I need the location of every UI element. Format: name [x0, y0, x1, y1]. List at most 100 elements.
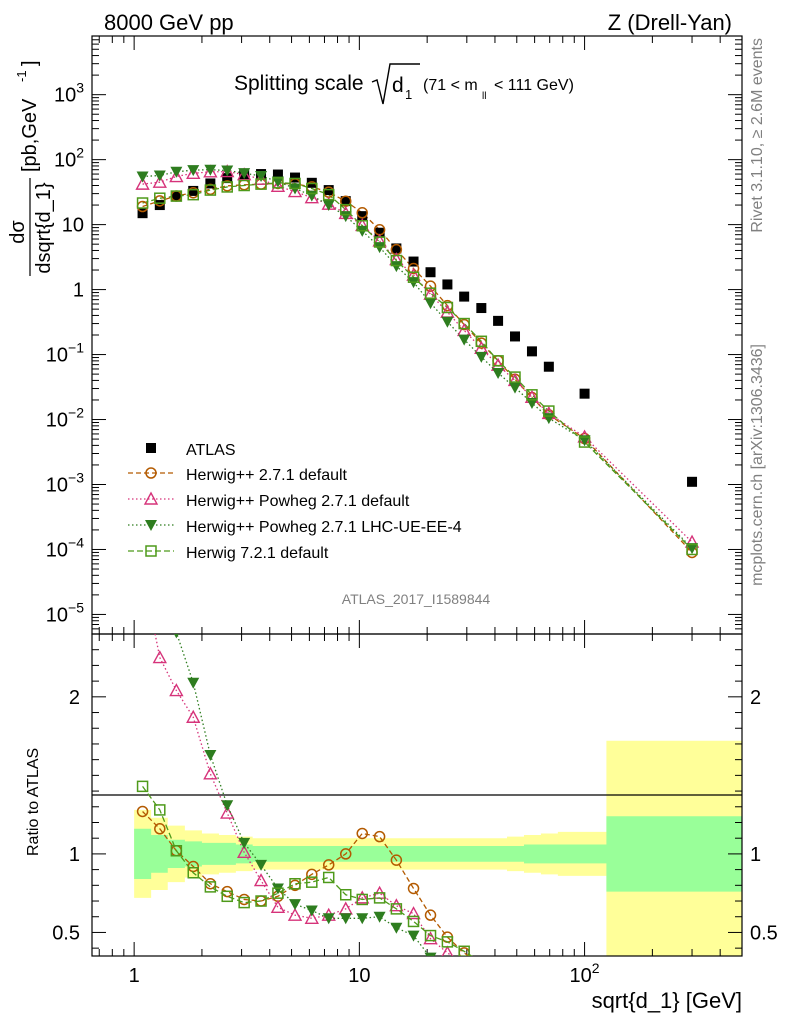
series-point	[270, 178, 286, 192]
ratio-point	[441, 945, 454, 956]
plot-title: Splitting scale d 1 (71 < m ll < 111 GeV…	[234, 63, 574, 105]
ratio-point	[526, 981, 538, 992]
atlas-data-point	[543, 361, 554, 372]
ratio-line	[154, 634, 454, 956]
series-point	[424, 287, 437, 299]
atlas-data-point	[408, 256, 419, 267]
atlas-data-point	[188, 185, 199, 196]
ratio-point	[238, 837, 251, 849]
header-right: Z (Drell-Yan)	[608, 10, 732, 35]
ratio-point	[339, 913, 352, 925]
ratio-point	[544, 978, 554, 988]
ratio-point	[187, 867, 199, 879]
ratio-point	[356, 827, 368, 840]
series-point	[373, 236, 386, 248]
y-tick-label: 1	[73, 280, 84, 302]
ratio-point	[322, 871, 335, 884]
ratio-point	[255, 859, 268, 871]
series-point	[154, 192, 166, 204]
atlas-data-point	[459, 291, 470, 302]
ratio-point	[238, 896, 250, 909]
ratio-y-tick-label-right: 0.5	[750, 922, 778, 944]
ratio-point	[305, 905, 318, 917]
ratio-point	[543, 975, 555, 986]
series-point	[152, 174, 167, 188]
y-tick-label: 10	[62, 215, 84, 237]
title-range-prefix: (71 < m	[423, 77, 478, 94]
series-line	[142, 169, 693, 549]
ratio-point	[221, 800, 234, 812]
ratio-point	[509, 972, 521, 983]
ratio-point	[272, 887, 284, 899]
ratio-point	[339, 848, 352, 860]
ratio-point	[407, 882, 420, 895]
atlas-data-point	[510, 331, 521, 342]
ratio-point	[373, 830, 386, 843]
ratio-point	[322, 913, 335, 925]
ratio-point	[441, 964, 453, 975]
series-point	[686, 543, 698, 556]
ratio-point	[152, 650, 167, 664]
ratio-point	[355, 890, 370, 904]
ratio-point	[270, 899, 286, 914]
ratio-point	[475, 967, 487, 978]
atlas-data-point	[340, 196, 351, 207]
series-point	[271, 176, 284, 188]
ratio-point	[187, 677, 200, 689]
atlas-data-point	[526, 346, 537, 357]
ratio-point	[390, 854, 403, 866]
series-point	[204, 184, 217, 196]
ratio-point	[203, 766, 218, 780]
ylabel-numerator: dσ	[7, 220, 29, 244]
series-point	[509, 371, 521, 383]
series-point	[153, 170, 166, 182]
atlas-data-point	[476, 303, 487, 314]
ylabel-units-close: ]	[19, 60, 41, 66]
series-point	[287, 184, 303, 198]
y-tick-label: 10−4	[46, 534, 84, 561]
legend: ATLAS Herwig++ 2.7.1 default Herwig++ Powh…	[128, 442, 462, 562]
series-point	[304, 190, 319, 204]
title-sqrt-sign	[371, 63, 420, 105]
ratio-point	[544, 973, 554, 983]
atlas-data-point	[171, 191, 182, 202]
series-point	[578, 436, 591, 448]
series-point	[686, 543, 699, 555]
series-point	[390, 254, 403, 267]
ratio-point	[204, 881, 217, 893]
ratio-point	[390, 903, 403, 915]
series-point	[322, 200, 335, 212]
ratio-point	[373, 892, 386, 904]
legend-label: Herwig++ Powheg 2.7.1 default	[186, 493, 410, 510]
ratio-point	[154, 558, 166, 569]
series-point	[236, 167, 252, 181]
y-tick-label: 103	[54, 80, 84, 107]
atlas-data-point	[222, 173, 233, 184]
legend-label: ATLAS	[186, 442, 236, 459]
x-tick-label: 102	[570, 960, 600, 987]
y-tick-label: 10−2	[46, 405, 84, 432]
ratio-point	[287, 907, 303, 921]
series-point	[187, 188, 199, 201]
ratio-point	[170, 845, 183, 857]
ylabel-units-sup: -1	[14, 70, 29, 82]
title-main: Splitting scale	[234, 72, 364, 95]
series-point	[356, 207, 368, 219]
ratio-point	[356, 893, 368, 906]
atlas-data-point	[205, 178, 216, 189]
series-line	[142, 170, 693, 543]
y-tick-label: 10−3	[46, 470, 84, 497]
mcplots-label: mcplots.cern.ch [arXiv:1306.3436]	[749, 344, 766, 586]
ratio-point	[492, 972, 504, 983]
ratio-point	[424, 929, 437, 942]
series-point	[272, 177, 284, 189]
ratio-point	[407, 915, 420, 928]
ratio-point	[458, 958, 470, 969]
ratio-point	[255, 895, 267, 907]
y-tick-label: 10−5	[46, 599, 84, 626]
series-point	[221, 181, 233, 193]
atlas-data-point	[391, 243, 402, 254]
legend-marker	[145, 545, 157, 557]
series-point	[339, 203, 352, 216]
